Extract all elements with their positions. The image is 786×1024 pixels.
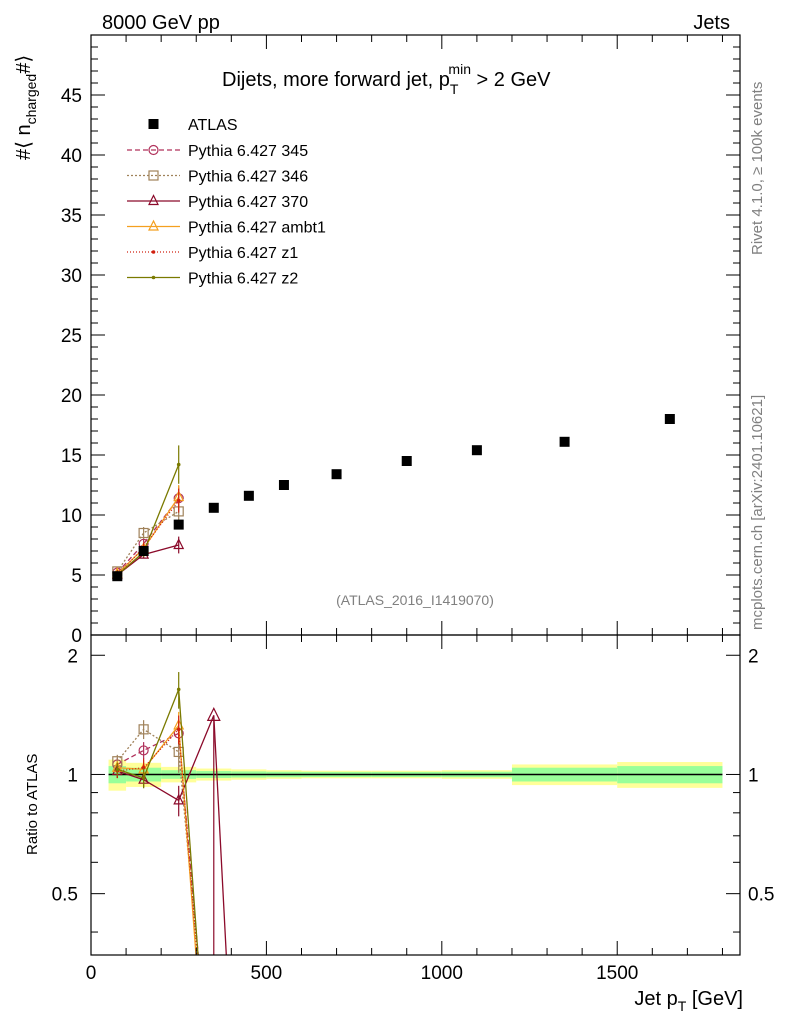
y-tick-label: 20 bbox=[61, 386, 82, 407]
ratio-line bbox=[116, 728, 199, 955]
ratio-frame bbox=[90, 634, 741, 956]
legend-label: Pythia 6.427 z2 bbox=[188, 271, 298, 288]
y-tick-label: 30 bbox=[61, 266, 82, 287]
x-tick-label: 1000 bbox=[421, 963, 463, 984]
rivet-credit: Rivet 4.1.0, ≥ 100k events bbox=[749, 82, 766, 255]
ratio-series-370 bbox=[111, 707, 227, 955]
marker-triangle bbox=[173, 793, 185, 805]
y-ticks: 0 5 10 15 20 25 30 35 40 45 bbox=[61, 46, 740, 647]
marker-square bbox=[138, 724, 149, 735]
data-point bbox=[401, 456, 412, 466]
x-axis-label-unit: [GeV] bbox=[686, 988, 743, 1010]
x-axis-label: Jet pT [GeV] bbox=[634, 988, 743, 1014]
legend-label: Pythia 6.427 z1 bbox=[188, 245, 298, 262]
ratio-tick-label: 1 bbox=[67, 765, 78, 786]
chart-title-main: Dijets, more forward jet, p bbox=[222, 69, 450, 91]
ratio-tick-label: 0.5 bbox=[52, 885, 78, 906]
marker-dot bbox=[176, 727, 181, 732]
ratio-line bbox=[117, 689, 199, 955]
y-tick-label: 15 bbox=[61, 446, 82, 467]
x-axis-label-sub: T bbox=[678, 998, 687, 1014]
marker-triangle bbox=[148, 194, 159, 206]
data-point bbox=[173, 519, 184, 530]
mcplots-credit: mcplots.cern.ch [arXiv:2401.10621] bbox=[749, 395, 766, 630]
y-axis-label-main: #⟨ n bbox=[13, 124, 35, 160]
chart-title-sup: min bbox=[448, 61, 471, 77]
y-tick-label: 5 bbox=[71, 566, 82, 587]
header-left: 8000 GeV pp bbox=[102, 12, 220, 34]
legend-label: Pythia 6.427 370 bbox=[188, 194, 308, 211]
ratio-panel bbox=[90, 634, 741, 956]
marker-circle bbox=[138, 745, 149, 756]
y-tick-label: 0 bbox=[71, 626, 82, 647]
chart-title-tail: > 2 GeV bbox=[471, 69, 551, 91]
analysis-watermark: (ATLAS_2016_I1419070) bbox=[336, 592, 494, 608]
marker-dot bbox=[141, 776, 146, 780]
y-tick-label: 45 bbox=[61, 86, 82, 107]
marker-dot bbox=[176, 462, 181, 467]
chart-title-sub: T bbox=[450, 81, 459, 97]
ratio-tick-label-right: 1 bbox=[748, 765, 759, 786]
marker-square bbox=[138, 527, 149, 539]
marker-square bbox=[148, 170, 159, 181]
series-346 bbox=[112, 497, 184, 577]
data-point bbox=[278, 480, 289, 490]
y-tick-label: 35 bbox=[61, 206, 82, 227]
ratio-line bbox=[117, 732, 199, 955]
series-line bbox=[116, 500, 180, 576]
y-axis-label-sub: charged bbox=[23, 74, 39, 125]
data-point bbox=[138, 546, 149, 556]
data-point bbox=[471, 445, 482, 456]
ratio-axis-label: Ratio to ATLAS bbox=[24, 754, 41, 855]
data-point bbox=[331, 469, 342, 480]
y-axis-label: #⟨ ncharged#⟩ bbox=[13, 55, 39, 160]
y-tick-label: 10 bbox=[61, 506, 82, 527]
legend-label: Pythia 6.427 345 bbox=[188, 143, 308, 160]
ratio-line bbox=[117, 727, 198, 955]
marker-dot bbox=[151, 275, 156, 280]
ratio-tick-label-right: 2 bbox=[748, 646, 759, 667]
ratio-ticks: 0.5 0.5 1 1 2 2 bbox=[52, 646, 774, 933]
legend-label: Pythia 6.427 346 bbox=[188, 169, 308, 186]
marker-circle bbox=[148, 144, 159, 156]
data-point bbox=[112, 571, 123, 582]
data-point bbox=[243, 490, 254, 501]
data-point bbox=[208, 502, 219, 513]
ratio-tick-label-right: 0.5 bbox=[748, 885, 774, 906]
main-series bbox=[111, 414, 675, 582]
data-point bbox=[664, 414, 675, 424]
ratio-series bbox=[111, 672, 227, 955]
legend-label: Pythia 6.427 ambt1 bbox=[188, 220, 326, 237]
chart-title: Dijets, more forward jet, pTmin > 2 GeV bbox=[222, 61, 551, 97]
x-tick-label: 0 bbox=[86, 963, 97, 984]
marker-dot bbox=[115, 767, 120, 772]
marker-triangle bbox=[148, 219, 159, 231]
legend-marker-atlas bbox=[148, 119, 159, 129]
marker-dot bbox=[151, 250, 156, 254]
y-axis-label-tail: #⟩ bbox=[13, 55, 35, 74]
atlas-data bbox=[112, 414, 675, 582]
marker-dot bbox=[141, 765, 146, 770]
marker-dot bbox=[176, 687, 181, 692]
x-tick-label: 500 bbox=[251, 963, 283, 984]
ratio-tick-label: 2 bbox=[67, 646, 78, 667]
legend-label-atlas: ATLAS bbox=[188, 117, 238, 134]
legend: ATLAS Pythia 6.427 345 Pythia 6.427 346 Pyt… bbox=[127, 117, 326, 288]
y-tick-label: 25 bbox=[61, 326, 82, 347]
ratio-series-z2 bbox=[115, 672, 199, 955]
header-right: Jets bbox=[693, 12, 730, 34]
marker-triangle bbox=[173, 538, 185, 550]
x-tick-label: 1500 bbox=[596, 963, 638, 984]
ratio-line bbox=[117, 723, 197, 955]
marker-dot bbox=[176, 498, 181, 503]
ratio-series-ambt1 bbox=[111, 711, 197, 955]
y-tick-label: 40 bbox=[61, 146, 82, 167]
data-point bbox=[559, 436, 570, 447]
x-ticks: 0 500 1000 1500 bbox=[86, 35, 723, 984]
x-axis-label-main: Jet p bbox=[634, 988, 677, 1010]
